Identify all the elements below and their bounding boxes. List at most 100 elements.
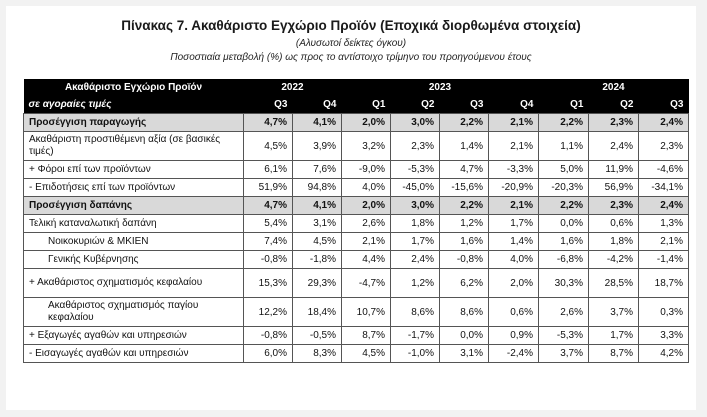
row-label: Τελική καταναλωτική δαπάνη	[23, 214, 244, 233]
year-2023: 2023	[341, 79, 539, 96]
row-label: Ακαθάριστη προστιθέμενη αξία (σε βασικές…	[23, 131, 244, 161]
value-cell: 18,4%	[292, 297, 342, 327]
value-cell: 2,6%	[341, 214, 391, 233]
value-cell: 1,6%	[538, 232, 589, 251]
value-cell: -5,3%	[390, 160, 440, 179]
row-label-text: Ακαθάριστη προστιθέμενη αξία (σε βασικές…	[29, 134, 221, 157]
value-cell: 2,3%	[638, 131, 689, 161]
table-row: Ακαθάριστη προστιθέμενη αξία (σε βασικές…	[23, 131, 689, 161]
value-cell: 18,7%	[638, 268, 689, 298]
quarter-header: Q3	[243, 96, 293, 114]
value-cell: 1,6%	[439, 232, 489, 251]
value-cell: 5,0%	[538, 160, 589, 179]
value-cell: 3,2%	[341, 131, 391, 161]
value-cell: 4,7%	[243, 196, 293, 215]
row-label: - Επιδοτήσεις επί των προϊόντων	[23, 178, 244, 197]
value-cell: 8,6%	[390, 297, 440, 327]
value-cell: 6,1%	[243, 160, 293, 179]
value-cell: 4,7%	[439, 160, 489, 179]
value-cell: 0,9%	[488, 326, 539, 345]
value-cell: 2,2%	[439, 113, 489, 132]
value-cell: 2,4%	[638, 196, 689, 215]
value-cell: 1,1%	[538, 131, 589, 161]
value-cell: 2,3%	[588, 113, 639, 132]
value-cell: 1,7%	[488, 214, 539, 233]
value-cell: 0,6%	[488, 297, 539, 327]
value-cell: 3,0%	[390, 113, 440, 132]
row-label: + Ακαθάριστος σχηματισμός κεφαλαίου	[23, 268, 244, 298]
value-cell: -0,8%	[243, 250, 293, 269]
value-cell: 1,4%	[488, 232, 539, 251]
table-subtitle: (Αλυσωτοί δείκτες όγκου)	[295, 38, 407, 49]
document-panel: Πίνακας 7. Ακαθάριστο Εγχώριο Προϊόν (Επ…	[6, 6, 696, 410]
value-cell: 1,8%	[390, 214, 440, 233]
value-cell: 3,9%	[292, 131, 342, 161]
value-cell: 6,2%	[439, 268, 489, 298]
year-2022: 2022	[243, 79, 342, 96]
quarter-header: Q1	[341, 96, 391, 114]
value-cell: -0,5%	[292, 326, 342, 345]
value-cell: -34,1%	[638, 178, 689, 197]
value-cell: 2,2%	[538, 113, 589, 132]
value-cell: 2,1%	[488, 131, 539, 161]
value-cell: 8,7%	[341, 326, 391, 345]
value-cell: 0,6%	[588, 214, 639, 233]
value-cell: 8,3%	[292, 344, 342, 363]
value-cell: -2,4%	[488, 344, 539, 363]
value-cell: 8,6%	[439, 297, 489, 327]
value-cell: 0,0%	[439, 326, 489, 345]
value-cell: 3,1%	[439, 344, 489, 363]
value-cell: 4,4%	[341, 250, 391, 269]
year-2024: 2024	[538, 79, 689, 96]
value-cell: 1,7%	[390, 232, 440, 251]
value-cell: 2,1%	[488, 196, 539, 215]
table-row: - Επιδοτήσεις επί των προϊόντων 51,9% 94,8…	[23, 178, 689, 197]
table-row: - Εισαγωγές αγαθών και υπηρεσιών 6,0% 8,3%…	[23, 344, 689, 363]
table-row: Τελική καταναλωτική δαπάνη 5,4% 3,1% 2,6% 1,…	[23, 214, 689, 233]
value-cell: 4,2%	[638, 344, 689, 363]
value-cell: -15,6%	[439, 178, 489, 197]
value-cell: 1,7%	[588, 326, 639, 345]
value-cell: 94,8%	[292, 178, 342, 197]
value-cell: 12,2%	[243, 297, 293, 327]
value-cell: 28,5%	[588, 268, 639, 298]
value-cell: 3,7%	[538, 344, 589, 363]
value-cell: 2,4%	[638, 113, 689, 132]
table-subtitle-2: Ποσοστιαία μεταβολή (%) ως προς το αντίσ…	[170, 52, 532, 63]
value-cell: 3,1%	[292, 214, 342, 233]
row-label-text: + Ακαθάριστος σχηματισμός κεφαλαίου	[29, 277, 203, 288]
row-label-text: Ακαθάριστος σχηματισμός παγίου κεφαλαίου	[48, 300, 199, 323]
value-cell: 2,4%	[390, 250, 440, 269]
value-cell: -20,9%	[488, 178, 539, 197]
value-cell: -9,0%	[341, 160, 391, 179]
quarter-header: Q4	[292, 96, 342, 114]
value-cell: 2,1%	[488, 113, 539, 132]
value-cell: 2,1%	[341, 232, 391, 251]
value-cell: 30,3%	[538, 268, 589, 298]
value-cell: -1,8%	[292, 250, 342, 269]
value-cell: 10,7%	[341, 297, 391, 327]
value-cell: 3,0%	[390, 196, 440, 215]
value-cell: -6,8%	[538, 250, 589, 269]
value-cell: 3,3%	[638, 326, 689, 345]
value-cell: 2,1%	[638, 232, 689, 251]
value-cell: -45,0%	[390, 178, 440, 197]
value-cell: -3,3%	[488, 160, 539, 179]
value-cell: 4,0%	[341, 178, 391, 197]
gdp-table: Ακαθάριστο Εγχώριο Προϊόν 2022 2023 2024…	[23, 79, 689, 363]
table-row: + Φόροι επί των προϊόντων 6,1% 7,6% -9,0% -5…	[23, 160, 689, 179]
value-cell: 51,9%	[243, 178, 293, 197]
value-cell: 15,3%	[243, 268, 293, 298]
table-row: Προσέγγιση παραγωγής 4,7% 4,1% 2,0% 3,0% 2,2%…	[23, 113, 689, 132]
row-label: Ακαθάριστος σχηματισμός παγίου κεφαλαίου	[23, 297, 244, 327]
header-label-1: Ακαθάριστο Εγχώριο Προϊόν	[23, 79, 244, 96]
quarter-header: Q4	[488, 96, 539, 114]
value-cell: 4,7%	[243, 113, 293, 132]
value-cell: 0,3%	[638, 297, 689, 327]
value-cell: 3,7%	[588, 297, 639, 327]
value-cell: 2,0%	[341, 196, 391, 215]
value-cell: 6,0%	[243, 344, 293, 363]
value-cell: 4,5%	[341, 344, 391, 363]
value-cell: 1,2%	[439, 214, 489, 233]
value-cell: 2,0%	[488, 268, 539, 298]
